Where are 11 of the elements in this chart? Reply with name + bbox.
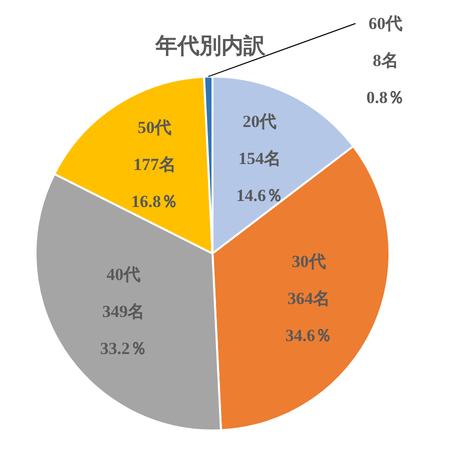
text: 年代別内訳 [154, 33, 266, 58]
data-label: 364名 34.6％ [285, 288, 332, 345]
slice-label: 60代 [368, 14, 402, 33]
data-label: 177名 16.8％ [131, 154, 178, 211]
data-label: 8名 0.8％ [366, 51, 405, 107]
data-label: 154名 14.6％ [236, 148, 284, 205]
slice-label: 50代 [138, 118, 172, 137]
slice-label: 30代 [292, 252, 326, 271]
slice-label: 40代 [106, 264, 140, 284]
data-label: 349名 33.2％ [100, 302, 147, 358]
slice-label: 20代 [242, 112, 277, 131]
